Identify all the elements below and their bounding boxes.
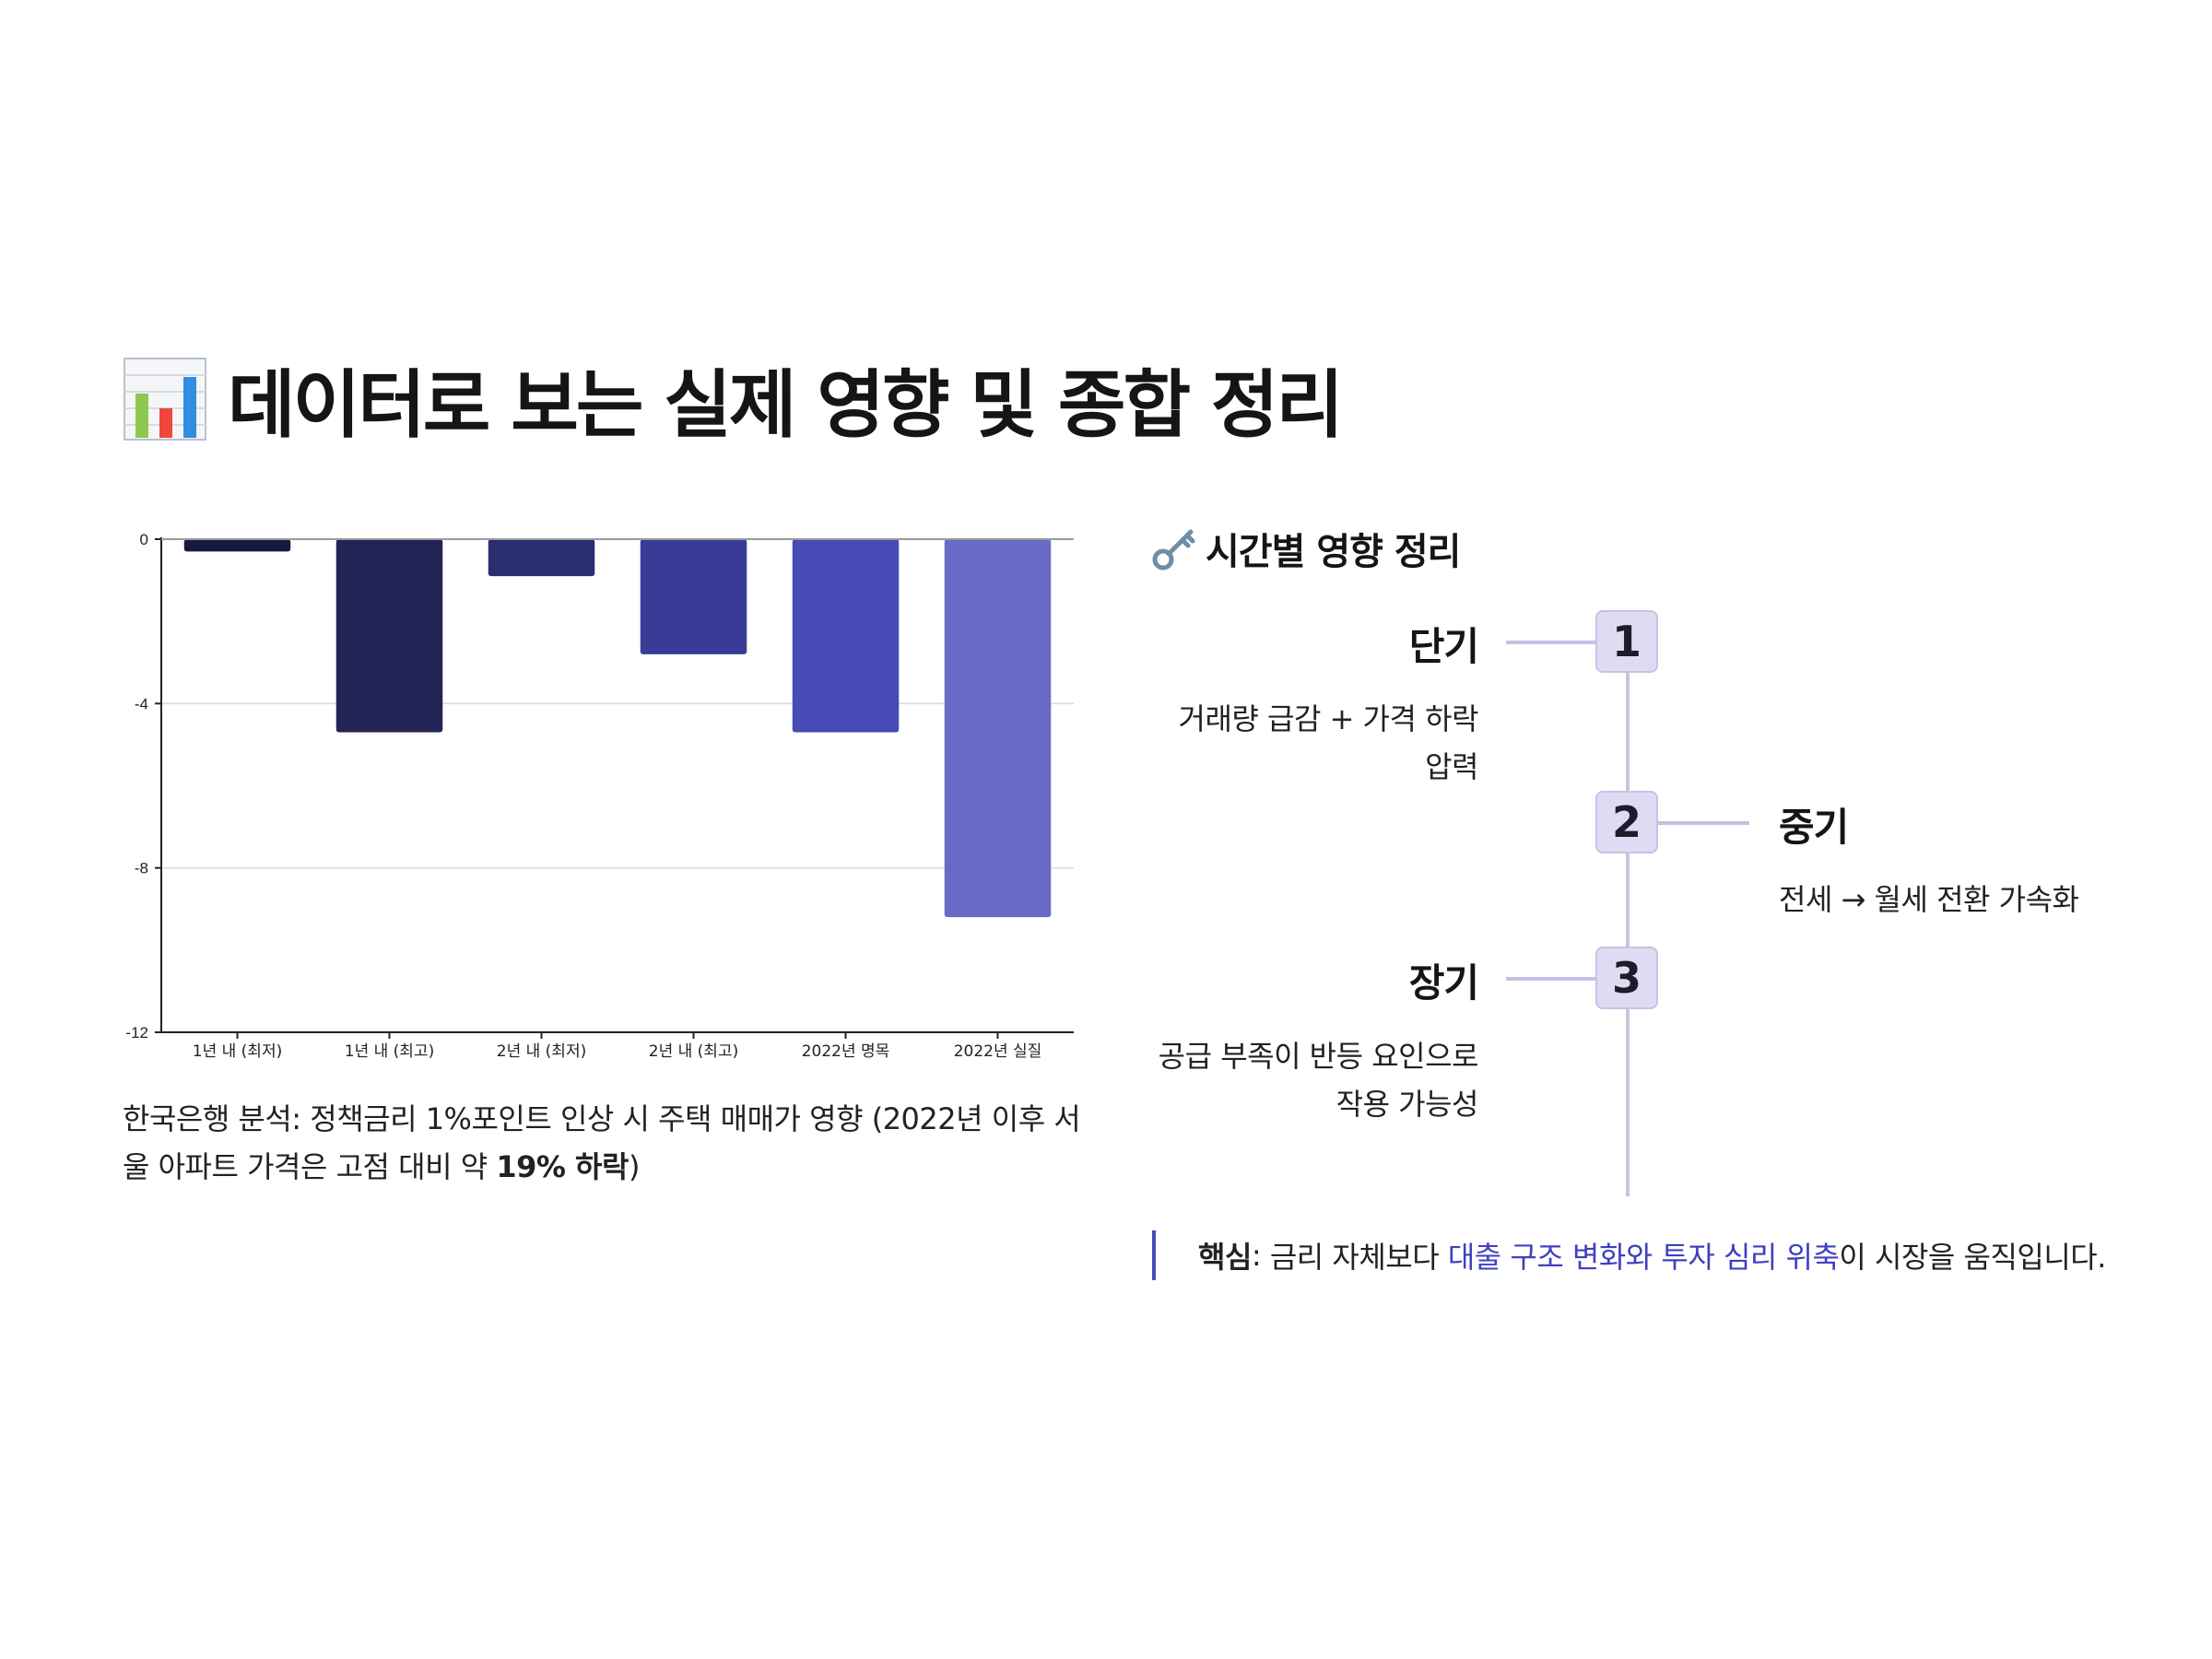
- chart-svg: 0 -4 -8 -12 1년 내 (최저) 1년 내 (최고) 2년 내 (최저) 2년 내 …: [125, 531, 1074, 1061]
- step-1-title: 단기: [1408, 624, 1479, 669]
- chart-caption: 한국은행 분석: 정책금리 1%포인트 인상 시 주택 매매가 영향 (2022…: [123, 1095, 1090, 1191]
- step-2-badge: 2: [1595, 791, 1658, 853]
- keypoint-label: 핵심: [1198, 1240, 1252, 1275]
- x-tick-label: 1년 내 (최고): [345, 1042, 434, 1061]
- x-tick-label: 2년 내 (최저): [497, 1042, 586, 1061]
- bar: [335, 539, 443, 733]
- x-tick-label: 2년 내 (최고): [649, 1042, 738, 1061]
- y-tick-label: -8: [135, 860, 148, 877]
- step-1-desc-line1: 거래량 급감 + 가격 하락: [1178, 701, 1479, 736]
- step-1-badge: 1: [1595, 610, 1658, 673]
- timeline-heading: 시간별 영향 정리: [1152, 522, 1461, 575]
- step-1-connector: [1506, 641, 1596, 644]
- bar: [640, 539, 747, 654]
- timeline-line: [1626, 645, 1630, 1196]
- step-2-desc-line1: 전세 → 월세 전환 가속화: [1779, 882, 2079, 917]
- bar: [944, 539, 1052, 918]
- key-icon: [1152, 529, 1195, 571]
- step-3-desc: 공급 부족이 반등 요인으로 작용 가능성: [1106, 1032, 1479, 1128]
- bar-chart: 0 -4 -8 -12 1년 내 (최저) 1년 내 (최고) 2년 내 (최저) 2년 내 …: [111, 516, 1088, 1088]
- bar-chart-icon: [124, 358, 206, 441]
- step-2-title: 중기: [1779, 805, 1849, 850]
- step-1-desc: 거래량 급감 + 가격 하락 압력: [1106, 695, 1479, 791]
- y-tick-label: -12: [125, 1024, 148, 1041]
- step-1-desc-line2: 압력: [1425, 749, 1478, 784]
- step-3-connector: [1506, 977, 1596, 981]
- step-3-desc-line1: 공급 부족이 반등 요인으로: [1158, 1039, 1479, 1074]
- bar: [792, 539, 900, 733]
- bar: [183, 539, 291, 552]
- x-tick-label: 2022년 실질: [954, 1042, 1042, 1061]
- keypoint-colon: :: [1251, 1238, 1270, 1273]
- y-tick-label: -4: [135, 695, 148, 712]
- bar: [488, 539, 595, 577]
- title-text: 데이터로 보는 실제 영향 및 종합 정리: [228, 362, 1344, 448]
- keypoint-text-after: 이 시장을 움직입니다.: [1839, 1240, 2106, 1275]
- keypoint-callout: 핵심: 금리 자체보다 대출 구조 변화와 투자 심리 위축 이 시장을 움직입니…: [1152, 1230, 2106, 1280]
- keypoint-highlight: 대출 구조 변화와 투자 심리 위축: [1447, 1240, 1840, 1275]
- page-title: 데이터로 보는 실제 영향 및 종합 정리: [123, 348, 1344, 450]
- caption-end: ): [628, 1149, 640, 1184]
- caption-text: 한국은행 분석: 정책금리 1%포인트 인상 시 주택 매매가 영향 (2022…: [123, 1101, 1081, 1184]
- x-tick-label: 1년 내 (최저): [193, 1042, 282, 1061]
- timeline-heading-text: 시간별 영향 정리: [1206, 531, 1461, 573]
- caption-bold: 19% 하락: [496, 1149, 629, 1184]
- step-3-badge: 3: [1595, 947, 1658, 1009]
- step-2-desc: 전세 → 월세 전환 가속화: [1779, 876, 2166, 924]
- step-3-title: 장기: [1408, 960, 1479, 1006]
- step-3-desc-line2: 작용 가능성: [1335, 1087, 1479, 1122]
- y-tick-label: 0: [140, 531, 148, 548]
- keypoint-text-before: 금리 자체보다: [1269, 1240, 1448, 1275]
- x-tick-label: 2022년 명목: [802, 1042, 890, 1061]
- step-2-connector: [1657, 821, 1749, 825]
